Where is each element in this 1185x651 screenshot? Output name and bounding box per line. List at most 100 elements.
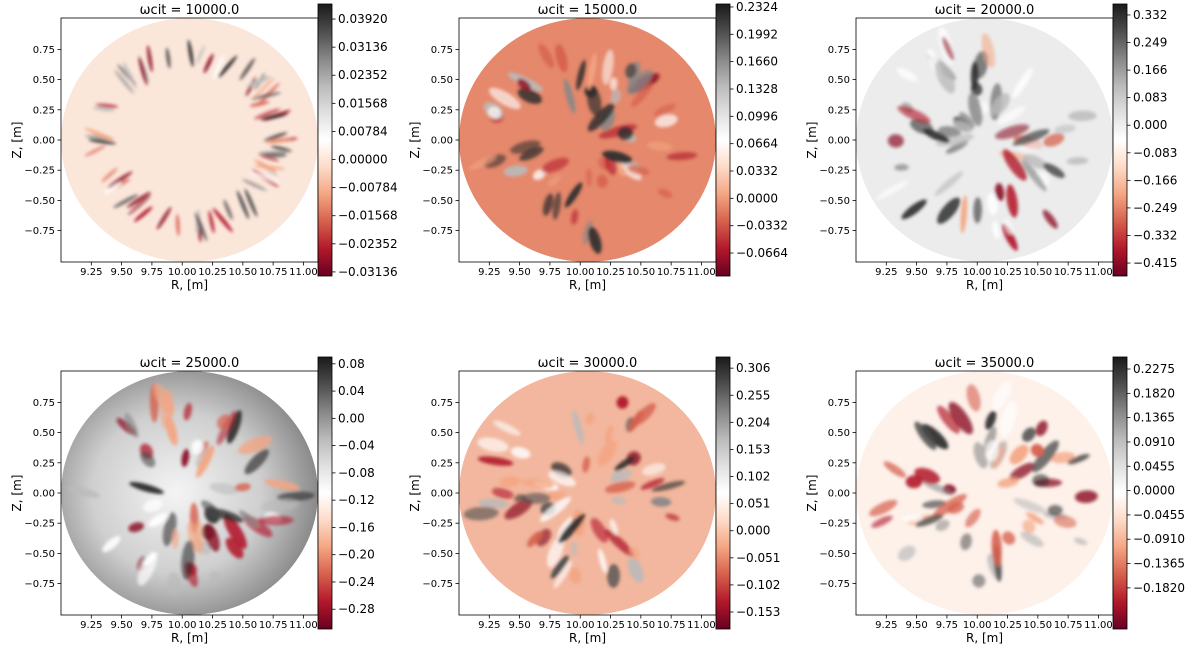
colorbar-tick-label: 0.051 bbox=[736, 497, 770, 511]
field-blob bbox=[262, 153, 287, 158]
subplot-title: ωcit = 35000.0 bbox=[935, 356, 1035, 371]
field-blob bbox=[571, 209, 579, 225]
field-blob bbox=[604, 481, 636, 494]
field-blob bbox=[104, 182, 122, 195]
field-blob bbox=[84, 127, 114, 141]
colorbar-tick-label: −0.08 bbox=[338, 466, 375, 480]
field-blob bbox=[658, 188, 673, 198]
y-axis-label: Z, [m] bbox=[408, 122, 422, 159]
x-tick-label: 10.25 bbox=[596, 267, 625, 278]
x-axis-label: R, [m] bbox=[171, 278, 208, 292]
field-blob bbox=[478, 498, 509, 509]
x-tick-label: 11.00 bbox=[687, 620, 716, 631]
y-tick-label: −0.25 bbox=[819, 166, 850, 177]
x-tick-label: 10.75 bbox=[259, 267, 288, 278]
colorbar bbox=[317, 356, 333, 630]
field-blob bbox=[1012, 129, 1050, 146]
field-blob bbox=[915, 514, 944, 527]
y-tick-label: 0.00 bbox=[828, 136, 850, 147]
field-blob bbox=[238, 435, 273, 455]
colorbar-tick-label: −0.04 bbox=[338, 439, 375, 453]
field-blob bbox=[960, 533, 972, 551]
colorbar bbox=[715, 3, 731, 277]
field-blob bbox=[1009, 444, 1029, 465]
colorbar-tick-label: −0.102 bbox=[736, 578, 780, 592]
colorbar-tick-label: −0.1365 bbox=[1133, 557, 1185, 571]
x-tick-label: 10.00 bbox=[963, 267, 992, 278]
y-tick-label: −0.75 bbox=[24, 579, 55, 590]
field-blob bbox=[212, 207, 233, 233]
field-blob bbox=[921, 424, 949, 450]
field-blob bbox=[542, 193, 554, 216]
x-tick-label: 10.75 bbox=[1054, 620, 1083, 631]
x-tick-label: 9.50 bbox=[905, 620, 927, 631]
colorbar-tick-label: −0.03136 bbox=[338, 265, 398, 279]
field-blob bbox=[244, 449, 269, 475]
field-blob bbox=[960, 195, 968, 234]
y-tick-label: 0.25 bbox=[431, 458, 453, 469]
field bbox=[459, 371, 716, 615]
field-blob bbox=[253, 159, 277, 173]
field-blob bbox=[572, 409, 584, 445]
x-tick-label: 9.25 bbox=[80, 620, 102, 631]
field-blob bbox=[596, 174, 608, 188]
field-blob bbox=[167, 571, 181, 595]
y-tick-label: −0.50 bbox=[422, 196, 453, 207]
colorbar-tick-label: 0.02352 bbox=[338, 68, 388, 82]
field-blob bbox=[547, 175, 561, 187]
x-axis-label: R, [m] bbox=[966, 278, 1003, 292]
field-blob bbox=[499, 475, 521, 488]
x-tick-label: 9.25 bbox=[478, 620, 500, 631]
field bbox=[856, 371, 1113, 615]
colorbar-tick-label: 0.03920 bbox=[338, 12, 388, 26]
field-blob bbox=[1013, 498, 1047, 514]
field-blob bbox=[999, 400, 1017, 438]
field-blob bbox=[905, 475, 923, 489]
x-tick-label: 9.50 bbox=[110, 267, 132, 278]
field-blob bbox=[548, 471, 576, 487]
y-tick-label: −0.25 bbox=[422, 166, 453, 177]
y-axis-label: Z, [m] bbox=[805, 122, 819, 159]
field-blob bbox=[1032, 440, 1059, 473]
field-blob bbox=[1009, 462, 1035, 481]
colorbar-tick-label: 0.1328 bbox=[736, 82, 778, 96]
field-blob bbox=[254, 108, 281, 120]
field-blob bbox=[587, 52, 597, 90]
y-tick-label: −0.50 bbox=[422, 549, 453, 560]
colorbar-tick-label: −0.0332 bbox=[736, 219, 788, 233]
field-blob bbox=[201, 500, 223, 521]
field-blob bbox=[932, 493, 967, 518]
field-blob bbox=[1022, 519, 1036, 534]
x-tick-label: 11.00 bbox=[289, 267, 318, 278]
colorbar-tick-label: 0.0996 bbox=[736, 109, 778, 123]
x-axis-label: R, [m] bbox=[966, 631, 1003, 645]
field-blob bbox=[487, 106, 501, 119]
field-blob bbox=[1012, 67, 1033, 99]
x-tick-label: 10.25 bbox=[198, 620, 227, 631]
y-tick-label: 0.50 bbox=[431, 75, 453, 86]
field-blob bbox=[966, 384, 981, 412]
field-blob bbox=[995, 124, 1030, 140]
field-structures bbox=[66, 383, 315, 595]
x-tick-label: 9.50 bbox=[110, 620, 132, 631]
x-tick-label: 9.75 bbox=[936, 267, 958, 278]
colorbar-tick-label: 0.00000 bbox=[338, 153, 388, 167]
field-blob bbox=[609, 77, 618, 91]
field-blob bbox=[650, 497, 672, 507]
field-blob bbox=[1067, 454, 1090, 465]
colorbar-tick-label: −0.249 bbox=[1133, 201, 1177, 215]
field-blob bbox=[992, 220, 1000, 240]
field-blob bbox=[991, 529, 1002, 567]
field-blob bbox=[627, 557, 644, 583]
x-tick-label: 9.75 bbox=[539, 267, 561, 278]
field-blob bbox=[646, 141, 673, 151]
field-blob bbox=[538, 43, 555, 69]
field-blob bbox=[973, 197, 982, 224]
subplot-title: ωcit = 10000.0 bbox=[140, 3, 240, 18]
field-blob bbox=[590, 518, 608, 543]
field-blob bbox=[146, 45, 153, 73]
x-tick-label: 9.25 bbox=[478, 267, 500, 278]
field-blob bbox=[981, 33, 996, 68]
field-blob bbox=[122, 61, 137, 90]
field-blob bbox=[584, 85, 598, 98]
